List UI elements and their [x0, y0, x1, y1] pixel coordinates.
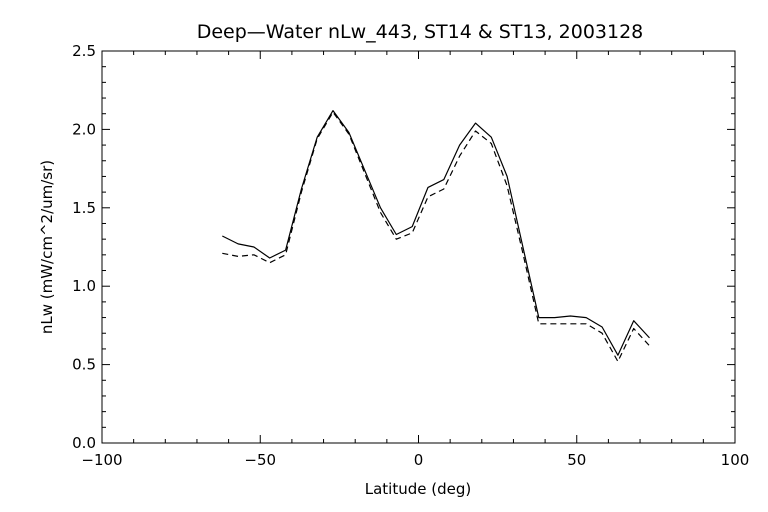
x-tick-label: −50 [244, 451, 276, 469]
chart-title: Deep—Water nLw_443, ST14 & ST13, 2003128 [197, 21, 644, 43]
axis-tick-labels: −100 −50 0 50 100 0.0 0.5 1.0 1.5 2.0 2.5 [72, 42, 749, 469]
y-tick-label: 0.0 [72, 434, 96, 452]
y-tick-label: 2.0 [72, 120, 96, 138]
series-line-dashed [222, 111, 650, 363]
series-line-solid [222, 109, 650, 356]
y-tick-label: 1.5 [72, 199, 96, 217]
x-tick-label: −100 [81, 451, 122, 469]
axis-ticks [101, 50, 736, 444]
y-axis-label: nLw (mW/cm^2/um/sr) [38, 160, 56, 334]
series-group [222, 109, 650, 363]
x-tick-label: 100 [721, 451, 750, 469]
x-axis-label: Latitude (deg) [365, 480, 471, 498]
x-tick-label: 0 [414, 451, 424, 469]
plot-frame [101, 50, 736, 444]
y-tick-label: 2.5 [72, 42, 96, 60]
y-tick-label: 1.0 [72, 277, 96, 295]
x-tick-label: 50 [567, 451, 586, 469]
y-tick-label: 0.5 [72, 356, 96, 374]
